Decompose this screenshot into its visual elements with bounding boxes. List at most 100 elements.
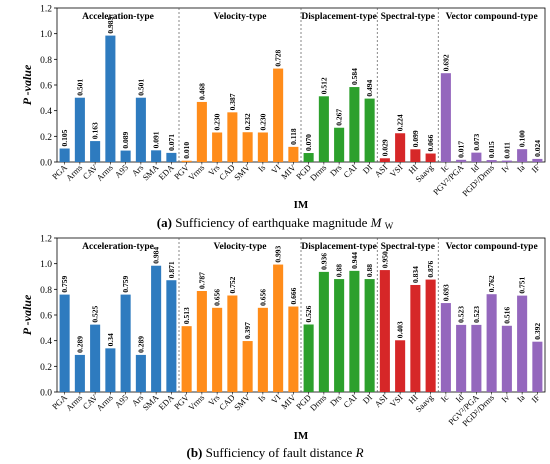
caption-a-label: (a) bbox=[157, 215, 172, 230]
value-label-a-10: 0.230 bbox=[213, 113, 222, 130]
category-label-a-25: Ic bbox=[439, 162, 451, 174]
value-label-a-0: 0.105 bbox=[60, 129, 69, 146]
bar-a-3 bbox=[105, 35, 116, 162]
value-label-a-12: 0.232 bbox=[243, 113, 252, 130]
group-title: Vector compound-type bbox=[446, 242, 538, 252]
group-title: Acceleration-type bbox=[82, 242, 154, 252]
value-label-b-24: 0.876 bbox=[426, 260, 435, 277]
bar-b-23 bbox=[410, 284, 421, 392]
value-label-a-6: 0.091 bbox=[152, 131, 161, 148]
category-label-b-4: A95 bbox=[113, 392, 130, 409]
bar-a-28 bbox=[486, 160, 497, 162]
bar-a-12 bbox=[242, 132, 253, 162]
bar-b-10 bbox=[212, 307, 223, 392]
value-label-b-3: 0.34 bbox=[106, 333, 115, 346]
bar-b-1 bbox=[74, 354, 85, 392]
y-tick-label: 0.0 bbox=[40, 389, 52, 399]
bar-b-22 bbox=[395, 340, 406, 392]
caption-a: (a) Sufficiency of earthquake magnitude … bbox=[157, 215, 394, 231]
value-label-a-31: 0.024 bbox=[533, 140, 542, 157]
value-label-b-18: 0.88 bbox=[335, 264, 344, 277]
value-label-b-11: 0.752 bbox=[228, 276, 237, 293]
bar-b-20 bbox=[364, 279, 375, 392]
category-label-b-17: Drms bbox=[308, 392, 328, 412]
bar-a-14 bbox=[273, 68, 284, 162]
value-label-a-18: 0.267 bbox=[335, 109, 344, 126]
value-label-b-19: 0.944 bbox=[350, 252, 359, 269]
category-label-a-30: Ia bbox=[515, 162, 527, 174]
value-label-b-17: 0.936 bbox=[319, 253, 328, 270]
value-label-b-7: 0.871 bbox=[167, 261, 176, 278]
category-label-b-19: CAI bbox=[341, 392, 359, 410]
chart-b: 0.0 0.2 0.4 0.6 0.8 1.0 1.2 P -value Acceleratio… bbox=[20, 235, 546, 442]
value-label-a-25: 0.692 bbox=[441, 54, 450, 71]
group-title: Spectral-type bbox=[381, 12, 435, 22]
y-tick-label: 0.2 bbox=[40, 133, 52, 143]
bar-a-23 bbox=[410, 149, 421, 162]
bar-b-6 bbox=[151, 265, 162, 392]
bar-b-25 bbox=[440, 303, 451, 392]
category-label-a-21: ASI bbox=[373, 162, 390, 179]
bar-a-27 bbox=[471, 152, 482, 162]
value-label-b-16: 0.526 bbox=[304, 305, 313, 322]
y-tick-label: 1.2 bbox=[40, 235, 52, 245]
category-label-a-24: Saavg bbox=[413, 162, 435, 184]
caption-b-var: R bbox=[355, 445, 364, 460]
value-label-a-20: 0.494 bbox=[365, 79, 374, 96]
value-label-b-2: 0.525 bbox=[91, 306, 100, 323]
y-tick-label: 0.2 bbox=[40, 363, 52, 373]
value-label-b-1: 0.289 bbox=[75, 336, 84, 353]
bar-b-26 bbox=[456, 324, 467, 392]
category-label-b-13: Is bbox=[256, 392, 267, 403]
bar-a-17 bbox=[318, 96, 329, 162]
bar-b-4 bbox=[120, 294, 131, 392]
value-label-b-29: 0.516 bbox=[502, 307, 511, 324]
group-title: Spectral-type bbox=[381, 242, 435, 252]
value-label-b-28: 0.762 bbox=[487, 275, 496, 292]
bar-b-3 bbox=[105, 348, 116, 392]
category-label-a-20: DI bbox=[361, 162, 375, 176]
bar-b-31 bbox=[532, 341, 543, 392]
category-label-b-30: Ia bbox=[515, 392, 527, 404]
bar-a-29 bbox=[501, 160, 512, 162]
value-label-a-24: 0.066 bbox=[426, 134, 435, 151]
bar-a-9 bbox=[196, 101, 207, 162]
bar-b-24 bbox=[425, 279, 436, 392]
group-title: Velocity-type bbox=[214, 242, 267, 252]
bar-a-16 bbox=[303, 153, 314, 162]
caption-a-text: Sufficiency of earthquake magnitude bbox=[175, 215, 370, 230]
y-tick-label: 1.0 bbox=[40, 30, 52, 40]
value-label-a-29: 0.011 bbox=[502, 142, 511, 159]
y-tick-label: 1.2 bbox=[40, 5, 52, 15]
value-label-b-6: 0.984 bbox=[152, 247, 161, 264]
value-label-a-17: 0.512 bbox=[319, 77, 328, 94]
y-tick-label: 1.0 bbox=[40, 260, 52, 270]
bar-a-22 bbox=[395, 133, 406, 162]
value-label-a-14: 0.728 bbox=[274, 49, 283, 66]
bar-a-21 bbox=[379, 158, 390, 162]
value-label-b-5: 0.289 bbox=[136, 336, 145, 353]
y-tick-label: 0.4 bbox=[40, 107, 52, 117]
x-axis-label: IM bbox=[294, 199, 309, 211]
bar-a-11 bbox=[227, 112, 238, 162]
caption-b-label: (b) bbox=[186, 445, 202, 460]
y-tick-label: 0.8 bbox=[40, 286, 52, 296]
value-label-a-16: 0.070 bbox=[304, 134, 313, 151]
value-label-a-19: 0.584 bbox=[350, 68, 359, 85]
value-label-a-30: 0.100 bbox=[518, 130, 527, 147]
value-label-a-3: 0.985 bbox=[106, 16, 115, 33]
bar-a-5 bbox=[135, 97, 146, 162]
bar-a-4 bbox=[120, 150, 131, 162]
value-label-a-28: 0.015 bbox=[487, 141, 496, 158]
bar-b-12 bbox=[242, 341, 253, 392]
bar-b-19 bbox=[349, 270, 360, 392]
bar-b-8 bbox=[181, 326, 192, 392]
category-label-b-31: IF bbox=[529, 392, 542, 405]
value-label-a-13: 0.230 bbox=[258, 113, 267, 130]
chart-a: 0.0 0.2 0.4 0.6 0.8 1.0 1.2 P -value Acceleratio… bbox=[20, 5, 546, 211]
y-tick-label: 0.0 bbox=[40, 159, 52, 169]
bar-b-11 bbox=[227, 295, 238, 392]
bar-b-21 bbox=[379, 270, 390, 392]
value-label-b-13: 0.656 bbox=[258, 289, 267, 306]
bar-a-30 bbox=[517, 149, 528, 162]
